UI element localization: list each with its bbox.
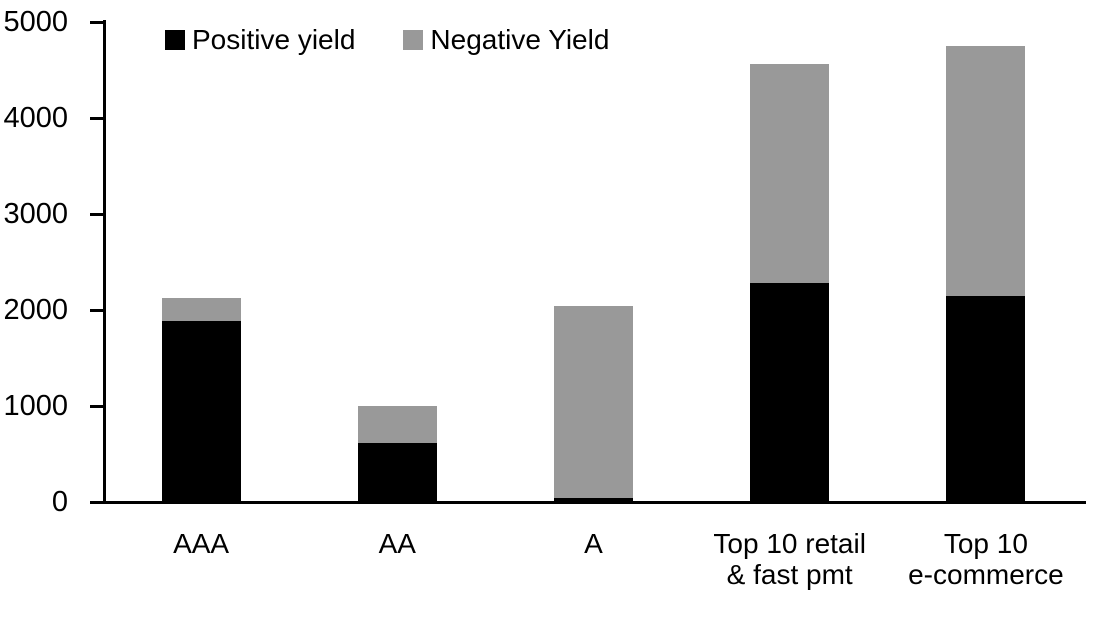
legend-swatch-positive-icon — [165, 30, 185, 50]
y-axis-tick-label: 2000 — [3, 294, 68, 326]
legend-item-positive-yield: Positive yield — [165, 26, 355, 54]
bar-segment-positive-yield-a — [554, 498, 633, 502]
x-axis-line — [103, 501, 1086, 504]
y-axis-tick-label: 3000 — [3, 198, 68, 230]
bar-segment-positive-yield-aa — [357, 442, 437, 502]
x-axis-label-2: A — [584, 528, 603, 559]
legend-item-negative-yield: Negative Yield — [403, 26, 609, 54]
bar-segment-positive-yield-top-10-retail-fast-pmt — [750, 283, 830, 502]
x-axis-label-4: Top 10 e-commerce — [908, 528, 1064, 590]
y-axis-line — [103, 20, 106, 504]
y-axis-tick-label: 4000 — [3, 102, 68, 134]
bar-segment-negative-yield-aa — [357, 406, 437, 443]
x-axis-label-1: AA — [378, 528, 416, 559]
chart-legend: Positive yield Negative Yield — [165, 26, 609, 54]
bar-segment-negative-yield-top-10-retail-fast-pmt — [750, 64, 830, 284]
y-axis-tick — [90, 500, 104, 504]
x-axis-label-3: Top 10 retail & fast pmt — [713, 528, 866, 590]
y-axis-tick — [90, 116, 104, 120]
bar-segment-positive-yield-top-10-e-commerce — [946, 296, 1026, 502]
y-axis-tick — [90, 212, 104, 216]
y-axis-tick — [90, 404, 104, 408]
legend-label-positive: Positive yield — [192, 24, 356, 55]
bar-segment-negative-yield-aaa — [161, 298, 241, 321]
x-axis-label-0: AAA — [173, 528, 230, 559]
legend-swatch-negative-icon — [403, 30, 424, 50]
bar-segment-negative-yield-top-10-e-commerce — [946, 45, 1026, 297]
y-axis-tick-label: 0 — [51, 486, 68, 518]
bar-segment-negative-yield-a — [554, 306, 633, 499]
y-axis-tick — [90, 20, 104, 24]
y-axis-tick-label: 1000 — [3, 390, 68, 422]
legend-label-negative: Negative Yield — [430, 24, 610, 55]
y-axis-tick-label: 5000 — [3, 6, 68, 38]
bar-segment-positive-yield-aaa — [161, 320, 241, 502]
y-axis-tick — [90, 308, 104, 312]
